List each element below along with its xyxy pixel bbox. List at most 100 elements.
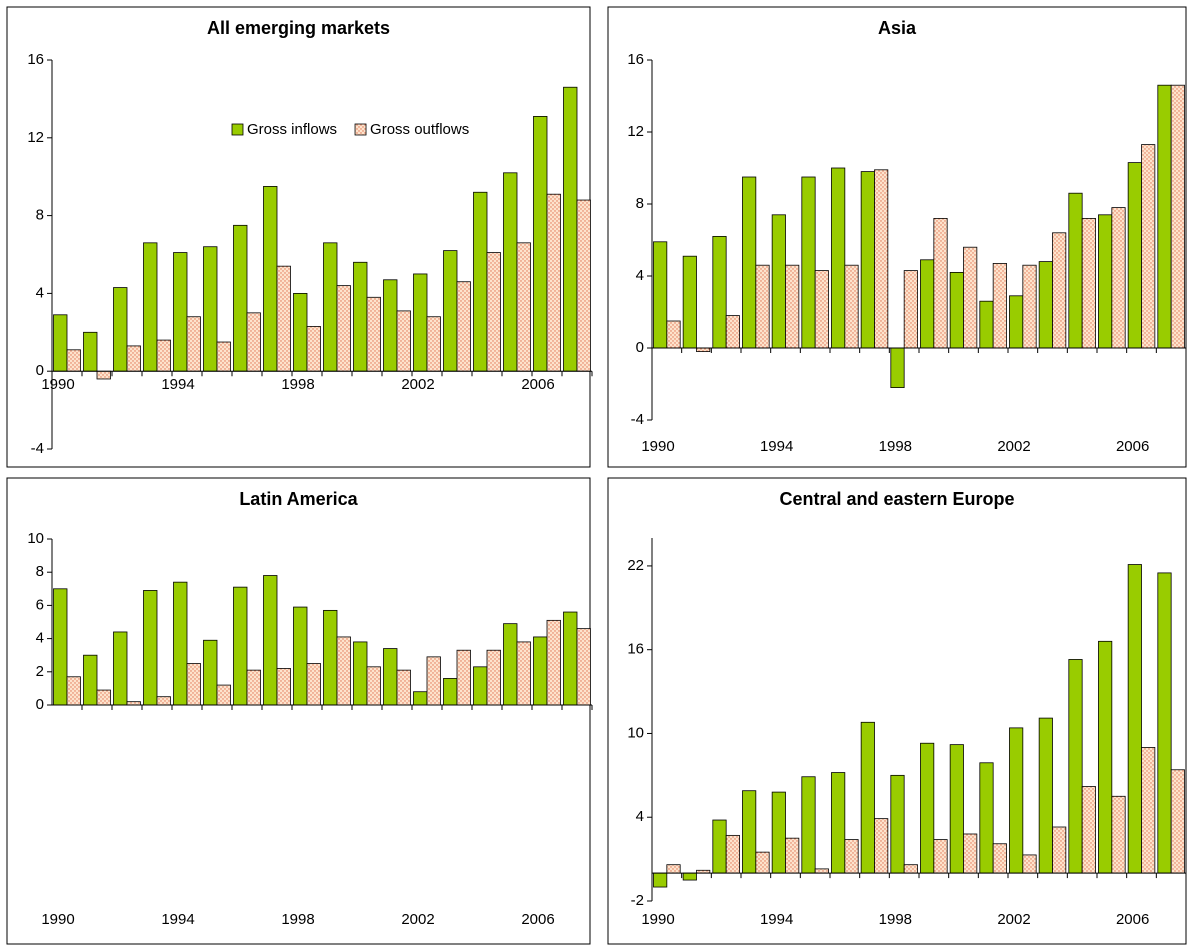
y-tick-label: 22 — [627, 557, 644, 574]
bar — [742, 176, 757, 349]
bar — [456, 281, 471, 372]
bar — [186, 316, 201, 372]
bar — [696, 347, 711, 352]
bar — [831, 772, 846, 874]
bar — [323, 242, 338, 372]
bar — [874, 169, 889, 349]
bar — [963, 246, 978, 349]
bar — [413, 691, 428, 706]
y-tick-label: 8 — [36, 563, 44, 580]
y-tick-label: 4 — [36, 630, 44, 647]
x-tick-label: 2002 — [401, 376, 434, 393]
bar — [755, 851, 770, 874]
bar — [653, 872, 668, 888]
bar — [712, 819, 727, 874]
x-tick-label: 1998 — [281, 911, 314, 928]
bar — [712, 235, 727, 349]
chart-title: Latin America — [239, 489, 358, 509]
bar — [293, 292, 308, 372]
panel-frame — [6, 477, 591, 945]
y-tick-label: 8 — [36, 207, 44, 224]
bar — [860, 721, 875, 874]
y-tick-label: 10 — [27, 530, 44, 547]
x-tick-label: 2002 — [997, 911, 1030, 928]
bar — [1127, 162, 1142, 349]
y-tick-label: 4 — [636, 808, 644, 825]
bar — [920, 259, 935, 349]
bar — [576, 199, 591, 372]
y-tick-label: 16 — [627, 51, 644, 68]
bar — [143, 242, 158, 372]
chart-title: Central and eastern Europe — [779, 489, 1014, 509]
bar — [992, 843, 1007, 874]
bar — [1157, 84, 1172, 349]
y-tick-label: 4 — [36, 284, 44, 301]
bar — [443, 250, 458, 372]
bar — [533, 116, 548, 372]
bar — [890, 347, 905, 388]
bar — [156, 696, 171, 706]
bar — [725, 834, 740, 874]
bar — [1022, 854, 1037, 874]
bar — [949, 744, 964, 874]
bar — [173, 252, 188, 372]
bar — [83, 331, 98, 372]
bar — [186, 663, 201, 706]
bar — [920, 742, 935, 874]
chart-title: Asia — [878, 18, 917, 38]
y-tick-label: 2 — [36, 663, 44, 680]
bar — [1157, 572, 1172, 874]
bar — [890, 774, 905, 874]
x-tick-label: 2006 — [1116, 911, 1149, 928]
legend-label: Gross inflows — [247, 121, 337, 138]
bar — [83, 654, 98, 706]
bar — [801, 776, 816, 874]
x-tick-label: 1998 — [281, 376, 314, 393]
bar — [233, 586, 248, 706]
bar — [1052, 232, 1067, 349]
bar — [1170, 769, 1185, 874]
bar — [666, 864, 681, 874]
bar — [831, 167, 846, 349]
bar — [306, 663, 321, 706]
bar — [503, 172, 518, 372]
bar — [113, 631, 128, 706]
bar — [366, 296, 381, 372]
bar — [860, 171, 875, 349]
legend-swatch — [354, 123, 367, 136]
bar — [785, 264, 800, 349]
bar — [246, 312, 261, 372]
bar — [801, 176, 816, 349]
bar — [682, 255, 697, 349]
bar — [66, 349, 81, 372]
bar — [1111, 207, 1126, 349]
y-tick-label: 10 — [627, 724, 644, 741]
bar — [396, 310, 411, 372]
bar — [96, 370, 111, 380]
bar — [503, 623, 518, 706]
bar — [203, 246, 218, 372]
bar — [903, 270, 918, 349]
bar — [126, 345, 141, 372]
bar — [1098, 214, 1113, 349]
bar — [533, 636, 548, 706]
bar — [576, 628, 591, 706]
bar — [263, 186, 278, 372]
x-tick-label: 2006 — [521, 376, 554, 393]
bar — [963, 833, 978, 874]
bar — [96, 689, 111, 706]
bar — [1141, 747, 1156, 874]
bar — [771, 791, 786, 874]
bar — [473, 191, 488, 372]
y-tick-label: 16 — [627, 641, 644, 658]
bar — [1068, 659, 1083, 874]
y-tick-label: 8 — [636, 195, 644, 212]
bar — [276, 668, 291, 706]
bar — [173, 581, 188, 706]
y-tick-label: 0 — [36, 362, 44, 379]
bar — [563, 86, 578, 372]
legend-swatch — [231, 123, 244, 136]
bar — [1170, 84, 1185, 349]
y-tick-label: 6 — [36, 596, 44, 613]
x-tick-label: 1994 — [161, 376, 194, 393]
